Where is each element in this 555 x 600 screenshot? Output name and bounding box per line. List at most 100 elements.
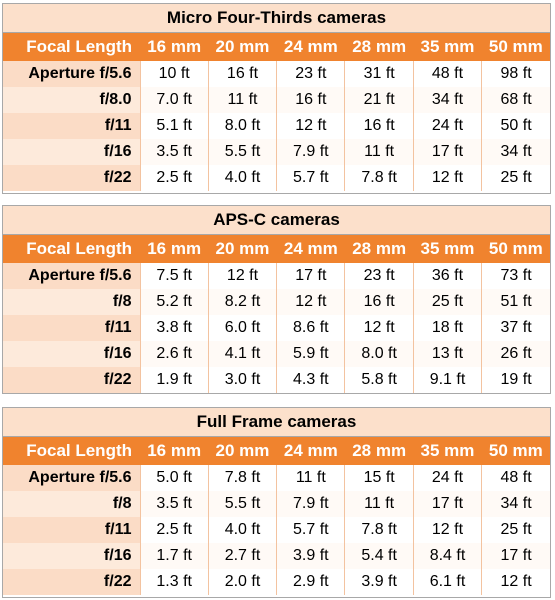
distance-cell: 4.0 ft [207, 517, 277, 543]
distance-cell: 11 ft [344, 139, 414, 165]
distance-cell: 5.1 ft [139, 113, 209, 139]
column-header: 20 mm [215, 441, 270, 460]
distance-cell: 21 ft [344, 87, 414, 113]
distance-cell: 6.0 ft [207, 315, 277, 341]
distance-cell: 4.0 ft [207, 165, 277, 191]
column-header: 20 mm [215, 239, 270, 258]
header-row: Focal Length 16 mm 20 mm 24 mm 28 mm 35 … [3, 437, 550, 465]
column-header: 16 mm [147, 441, 202, 460]
table-row: f/16 1.7 ft 2.7 ft 3.9 ft 5.4 ft 8.4 ft 17 ft [3, 543, 550, 569]
full-frame-table: Full Frame cameras Focal Length 16 mm 20… [2, 407, 551, 598]
distance-cell: 25 ft [481, 517, 550, 543]
table-row: Aperture f/5.6 10 ft 16 ft 23 ft 31 ft 48 ft 9… [3, 61, 550, 87]
aperture-label: f/16 [103, 143, 132, 160]
distance-cell: 34 ft [412, 87, 482, 113]
distance-cell: 5.7 ft [276, 517, 345, 543]
aperture-label: f/22 [103, 371, 132, 388]
distance-cell: 12 ft [412, 517, 482, 543]
distance-cell: 12 ft [207, 263, 277, 289]
distance-cell: 37 ft [481, 315, 550, 341]
aperture-label: f/16 [103, 547, 132, 564]
distance-cell: 68 ft [481, 87, 550, 113]
column-header: 50 mm [488, 37, 543, 56]
distance-cell: 34 ft [481, 139, 550, 165]
distance-cell: 5.8 ft [344, 367, 414, 393]
aperture-label: f/11 [104, 319, 132, 336]
distance-cell: 3.8 ft [139, 315, 209, 341]
aperture-label: f/11 [104, 521, 132, 538]
aperture-label: f/11 [104, 117, 132, 134]
distance-cell: 10 ft [139, 61, 209, 87]
hyperfocal-table: Focal Length 16 mm 20 mm 24 mm 28 mm 35 … [3, 437, 550, 595]
distance-cell: 17 ft [481, 543, 550, 569]
column-header: 16 mm [147, 239, 202, 258]
focal-length-header: Focal Length [26, 239, 132, 258]
distance-cell: 11 ft [344, 491, 414, 517]
distance-cell: 23 ft [276, 61, 345, 87]
distance-cell: 15 ft [344, 465, 414, 491]
distance-cell: 8.4 ft [412, 543, 482, 569]
distance-cell: 7.8 ft [344, 165, 414, 191]
hyperfocal-table: Focal Length 16 mm 20 mm 24 mm 28 mm 35 … [3, 33, 550, 191]
column-header: 16 mm [147, 37, 202, 56]
aperture-label: f/22 [103, 169, 132, 186]
table-row: f/16 2.6 ft 4.1 ft 5.9 ft 8.0 ft 13 ft 26 ft [3, 341, 550, 367]
table-row: f/11 2.5 ft 4.0 ft 5.7 ft 7.8 ft 12 ft 25 ft [3, 517, 550, 543]
distance-cell: 9.1 ft [412, 367, 482, 393]
aperture-label: f/8.0 [99, 91, 132, 108]
distance-cell: 7.8 ft [207, 465, 277, 491]
distance-cell: 31 ft [344, 61, 414, 87]
distance-cell: 3.5 ft [139, 491, 209, 517]
header-row: Focal Length 16 mm 20 mm 24 mm 28 mm 35 … [3, 235, 550, 263]
table-row: f/16 3.5 ft 5.5 ft 7.9 ft 11 ft 17 ft 34 ft [3, 139, 550, 165]
column-header: 28 mm [352, 37, 407, 56]
distance-cell: 12 ft [412, 165, 482, 191]
distance-cell: 16 ft [344, 113, 414, 139]
distance-cell: 1.7 ft [139, 543, 209, 569]
aperture-label: f/16 [103, 345, 132, 362]
distance-cell: 8.2 ft [207, 289, 277, 315]
distance-cell: 25 ft [481, 165, 550, 191]
aperture-label: f/22 [103, 573, 132, 590]
distance-cell: 17 ft [276, 263, 345, 289]
table-title: Full Frame cameras [3, 408, 550, 437]
distance-cell: 8.0 ft [207, 113, 277, 139]
column-header: 24 mm [283, 441, 338, 460]
distance-cell: 1.3 ft [139, 569, 209, 595]
table-title: APS-C cameras [3, 206, 550, 235]
distance-cell: 5.9 ft [276, 341, 345, 367]
distance-cell: 5.4 ft [344, 543, 414, 569]
distance-cell: 2.0 ft [207, 569, 277, 595]
column-header: 28 mm [352, 239, 407, 258]
column-header: 50 mm [488, 239, 543, 258]
aperture-label: Aperture f/5.6 [28, 469, 132, 486]
distance-cell: 7.9 ft [276, 139, 345, 165]
aperture-label: f/8 [112, 293, 132, 310]
distance-cell: 12 ft [276, 289, 345, 315]
aperture-label: Aperture f/5.6 [28, 267, 132, 284]
distance-cell: 5.0 ft [139, 465, 209, 491]
distance-cell: 8.0 ft [344, 341, 414, 367]
column-header: 24 mm [283, 239, 338, 258]
distance-cell: 5.5 ft [207, 491, 277, 517]
distance-cell: 34 ft [481, 491, 550, 517]
table-row: f/22 1.9 ft 3.0 ft 4.3 ft 5.8 ft 9.1 ft 19 ft [3, 367, 550, 393]
distance-cell: 26 ft [481, 341, 550, 367]
distance-cell: 7.0 ft [139, 87, 209, 113]
table-row: f/11 3.8 ft 6.0 ft 8.6 ft 12 ft 18 ft 37 ft [3, 315, 550, 341]
distance-cell: 25 ft [412, 289, 482, 315]
table-row: f/8.0 7.0 ft 11 ft 16 ft 21 ft 34 ft 68 ft [3, 87, 550, 113]
distance-cell: 11 ft [276, 465, 345, 491]
distance-cell: 5.2 ft [139, 289, 209, 315]
distance-cell: 4.1 ft [207, 341, 277, 367]
distance-cell: 50 ft [481, 113, 550, 139]
column-header: 28 mm [352, 441, 407, 460]
distance-cell: 1.9 ft [139, 367, 209, 393]
distance-cell: 16 ft [207, 61, 277, 87]
distance-cell: 73 ft [481, 263, 550, 289]
distance-cell: 24 ft [412, 113, 482, 139]
column-header: 35 mm [420, 239, 475, 258]
distance-cell: 13 ft [412, 341, 482, 367]
distance-cell: 36 ft [412, 263, 482, 289]
distance-cell: 2.7 ft [207, 543, 277, 569]
